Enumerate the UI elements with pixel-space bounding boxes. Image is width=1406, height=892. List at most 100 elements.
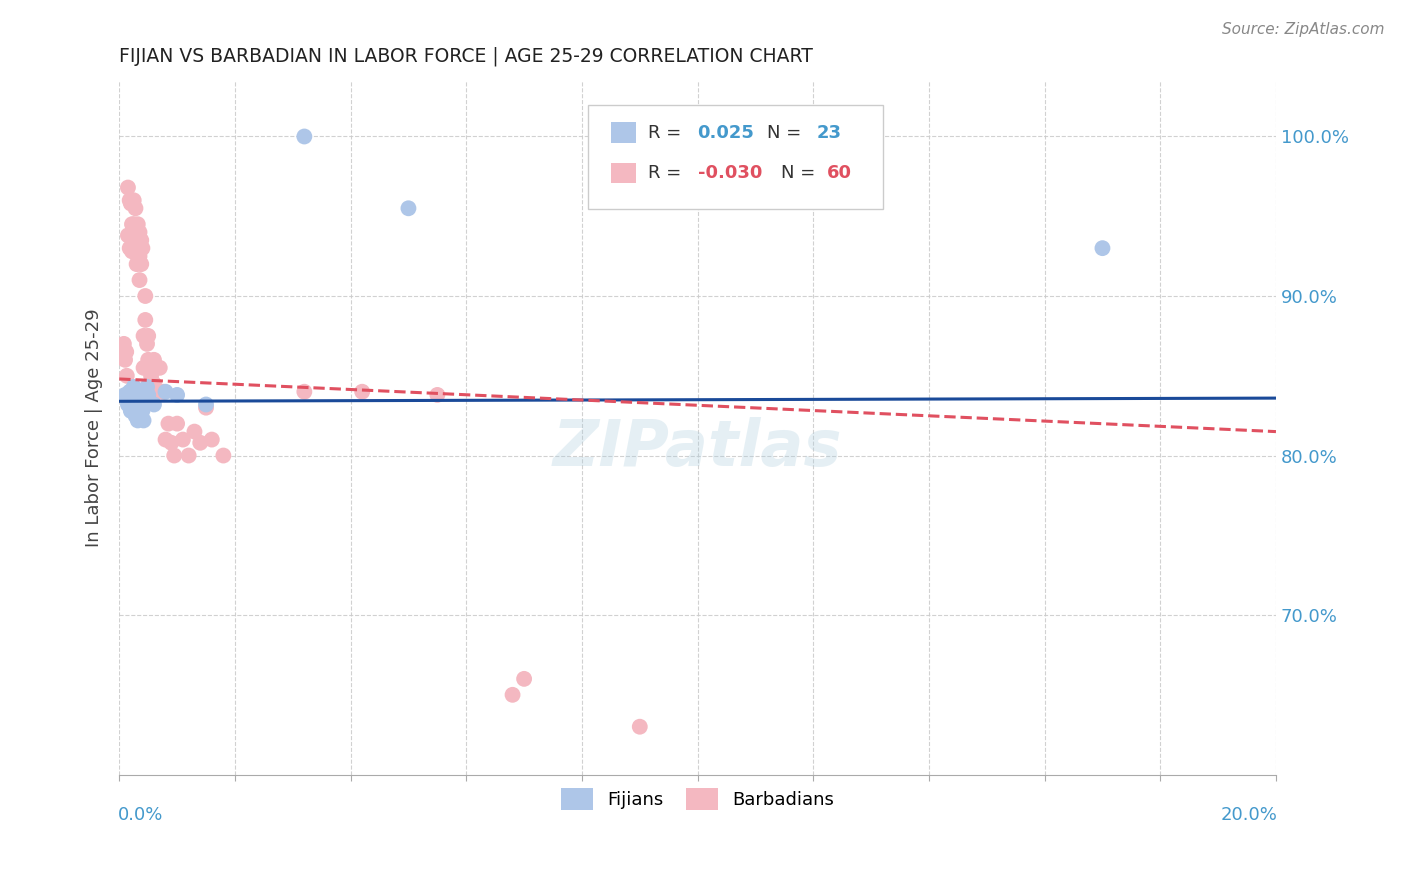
Point	[115, 368, 138, 383]
Point	[117, 228, 139, 243]
Point	[131, 241, 153, 255]
Point	[120, 404, 142, 418]
Point	[136, 388, 159, 402]
Point	[127, 241, 149, 255]
Point	[125, 388, 148, 402]
Point	[134, 289, 156, 303]
Point	[155, 433, 177, 447]
Point	[502, 688, 524, 702]
Text: 23: 23	[817, 124, 842, 142]
Point	[128, 249, 150, 263]
Point	[136, 360, 159, 375]
Point	[128, 401, 150, 415]
Point	[134, 392, 156, 407]
Point	[120, 196, 142, 211]
Point	[136, 329, 159, 343]
Point	[139, 368, 162, 383]
Point	[163, 449, 186, 463]
Text: 20.0%: 20.0%	[1220, 805, 1277, 824]
Point	[117, 397, 139, 411]
Point	[127, 217, 149, 231]
Text: ZIPatlas: ZIPatlas	[553, 417, 842, 479]
Point	[195, 397, 218, 411]
Point	[146, 384, 169, 399]
Point	[118, 384, 141, 399]
Point	[127, 413, 149, 427]
Point	[143, 352, 166, 367]
Point	[426, 388, 449, 402]
Point	[139, 384, 162, 399]
Point	[125, 257, 148, 271]
Text: R =: R =	[648, 124, 688, 142]
Point	[136, 337, 159, 351]
Point	[1091, 241, 1114, 255]
Text: 0.0%: 0.0%	[118, 805, 163, 824]
Point	[136, 352, 159, 367]
Point	[121, 391, 143, 405]
Text: N =: N =	[780, 164, 821, 182]
Point	[166, 388, 188, 402]
Point	[129, 257, 152, 271]
FancyBboxPatch shape	[610, 162, 637, 184]
Legend: Fijians, Barbadians: Fijians, Barbadians	[554, 781, 842, 818]
Point	[129, 233, 152, 247]
Point	[125, 233, 148, 247]
Point	[352, 384, 374, 399]
Text: N =: N =	[768, 124, 807, 142]
Point	[124, 409, 146, 423]
Point	[146, 360, 169, 375]
Text: R =: R =	[648, 164, 688, 182]
Text: -0.030: -0.030	[697, 164, 762, 182]
Point	[132, 360, 155, 375]
Point	[188, 435, 211, 450]
Point	[155, 384, 177, 399]
Point	[129, 392, 152, 407]
Point	[114, 388, 136, 402]
Point	[172, 433, 194, 447]
Point	[177, 449, 200, 463]
Point	[157, 417, 180, 431]
Point	[134, 313, 156, 327]
Point	[152, 384, 174, 399]
Text: 60: 60	[827, 164, 852, 182]
Point	[143, 397, 166, 411]
Point	[128, 225, 150, 239]
Text: Source: ZipAtlas.com: Source: ZipAtlas.com	[1222, 22, 1385, 37]
Point	[122, 241, 145, 255]
Point	[124, 225, 146, 239]
Point	[118, 241, 141, 255]
Point	[183, 425, 205, 439]
Point	[117, 180, 139, 194]
FancyBboxPatch shape	[610, 122, 637, 143]
Point	[160, 435, 183, 450]
Point	[131, 404, 153, 418]
Point	[166, 417, 188, 431]
Point	[114, 352, 136, 367]
Point	[195, 401, 218, 415]
Point	[149, 360, 172, 375]
Text: FIJIAN VS BARBADIAN IN LABOR FORCE | AGE 25-29 CORRELATION CHART: FIJIAN VS BARBADIAN IN LABOR FORCE | AGE…	[120, 46, 813, 66]
Point	[132, 329, 155, 343]
Point	[143, 376, 166, 391]
Point	[128, 273, 150, 287]
Point	[513, 672, 536, 686]
Point	[122, 380, 145, 394]
FancyBboxPatch shape	[588, 105, 883, 209]
Point	[292, 129, 315, 144]
Y-axis label: In Labor Force | Age 25-29: In Labor Force | Age 25-29	[86, 309, 103, 547]
Point	[118, 194, 141, 208]
Point	[201, 433, 224, 447]
Point	[212, 449, 235, 463]
Point	[122, 194, 145, 208]
Point	[124, 201, 146, 215]
Point	[136, 380, 159, 394]
Point	[132, 413, 155, 427]
Point	[292, 384, 315, 399]
Text: 0.025: 0.025	[697, 124, 755, 142]
Point	[121, 244, 143, 259]
Point	[122, 217, 145, 231]
Point	[121, 217, 143, 231]
Point	[628, 720, 651, 734]
Point	[112, 337, 135, 351]
Point	[398, 201, 420, 215]
